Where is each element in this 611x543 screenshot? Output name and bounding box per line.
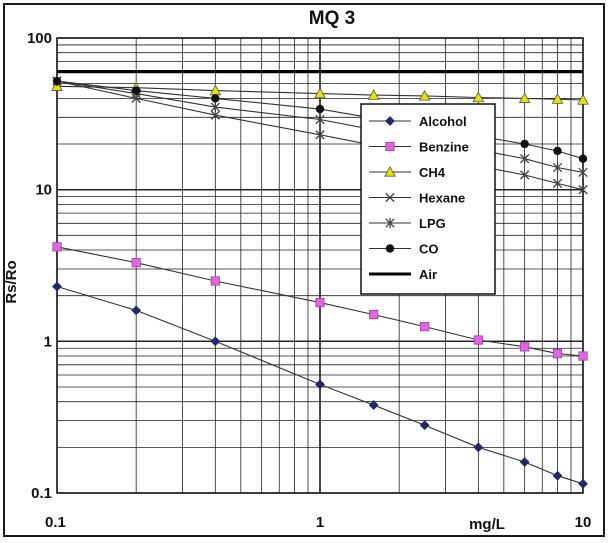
series-alcohol-point: [578, 478, 588, 489]
legend-co-marker: [385, 244, 395, 253]
legend-hexane-label: Hexane: [419, 191, 465, 206]
series-benzine-point: [315, 298, 325, 308]
legend-ch4-marker: [384, 165, 396, 177]
x-axis-label: mg/L: [469, 516, 505, 533]
series-benzine-point: [420, 322, 430, 332]
series-hexane-point: [210, 110, 221, 120]
series-co-point: [520, 139, 529, 149]
y-tick-label: 1: [44, 333, 52, 350]
series-lpg-point: [578, 167, 588, 178]
series-co-point: [553, 146, 562, 156]
legend-benzine-label: Benzine: [419, 140, 469, 155]
x-tick-label: 1: [316, 514, 324, 531]
legend-benzine-marker: [385, 141, 395, 152]
series-alcohol-point: [315, 379, 325, 390]
series-ch4-line: [56, 85, 584, 101]
series-alcohol-point: [210, 336, 221, 347]
series-alcohol-point: [52, 281, 62, 292]
series-benzine-point: [210, 276, 220, 286]
series-ch4-point: [367, 89, 380, 100]
series-alcohol-point: [368, 400, 379, 410]
series-benzine: [52, 242, 588, 361]
legend-hexane-marker: [385, 192, 395, 203]
series-alcohol-point: [419, 420, 430, 431]
series-ch4: [51, 80, 589, 105]
series-lpg-point: [315, 114, 325, 125]
series-benzine-point: [552, 349, 563, 359]
series-ch4-point: [472, 91, 485, 103]
legend-lpg-label: LPG: [419, 216, 446, 231]
series-co-point: [578, 154, 588, 163]
series-hexane-point: [552, 178, 563, 189]
series-co-point: [131, 86, 141, 95]
series-alcohol: [52, 281, 588, 489]
series-layer: [51, 69, 589, 489]
series-co-point: [315, 104, 325, 114]
series-hexane-point: [578, 184, 588, 195]
legend-lpg-marker: [385, 217, 395, 229]
legend-air-label: Air: [419, 267, 437, 282]
series-benzine-point: [131, 258, 141, 268]
series-ch4-point: [551, 93, 564, 104]
series-co: [52, 76, 588, 163]
series-ch4-point: [314, 87, 326, 99]
legend: Alcohol Benzine CH4 Hexane LPG CO Air: [360, 103, 496, 295]
series-co-point: [211, 94, 220, 103]
x-tick-label: 0.1: [45, 514, 66, 531]
series-alcohol-point: [552, 470, 563, 481]
legend-alcohol-label: Alcohol: [419, 114, 467, 129]
series-ch4-point: [577, 93, 589, 105]
series-benzine-point: [369, 310, 379, 320]
series-hexane-point: [519, 170, 530, 180]
series-benzine-point: [578, 351, 588, 361]
series-alcohol-point: [519, 457, 530, 467]
series-hexane-point: [315, 130, 325, 140]
legend-alcohol-marker: [385, 116, 395, 126]
series-alcohol-point: [473, 442, 484, 453]
series-benzine-point: [52, 242, 62, 252]
series-benzine-line: [56, 246, 584, 357]
series-lpg-point: [210, 101, 221, 113]
legend-box: [360, 103, 496, 295]
series-alcohol-point: [131, 305, 142, 316]
series-co-point: [52, 76, 62, 86]
series-lpg-point: [552, 162, 563, 173]
x-tick-label: 10: [575, 514, 592, 531]
series-lpg-point: [519, 153, 530, 164]
legend-co-label: CO: [419, 242, 439, 257]
y-axis-label: Rs/Ro: [3, 260, 20, 303]
y-tick-label: 100: [27, 30, 52, 47]
tick-labels: 0.1 1 10 0.1 1 10 100: [27, 30, 591, 531]
series-benzine-point: [473, 335, 483, 345]
series-ch4-point: [518, 92, 531, 103]
y-tick-label: 10: [35, 182, 52, 199]
legend-ch4-label: CH4: [419, 165, 446, 180]
series-ch4-point: [418, 89, 431, 101]
y-tick-label: 0.1: [31, 485, 52, 502]
chart-title: MQ 3: [309, 8, 355, 29]
series-alcohol-line: [56, 285, 584, 485]
series-benzine-point: [520, 342, 530, 352]
